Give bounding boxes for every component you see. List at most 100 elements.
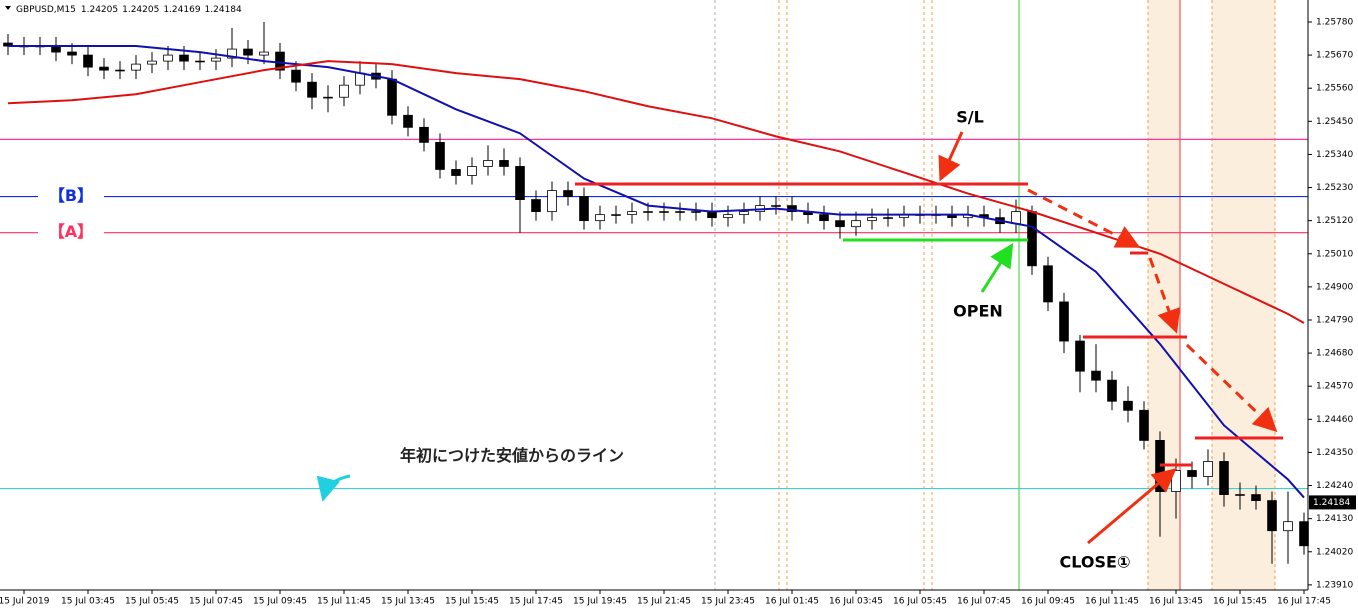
y-tick-label: 1.25340 [1316, 150, 1353, 160]
level-label: 【A】 [49, 222, 93, 241]
line-arrow [316, 474, 351, 502]
candle-body [595, 214, 605, 222]
candle-body [771, 205, 781, 207]
candle-body [131, 63, 141, 71]
x-tick-label: 15 Jul 2019 [0, 597, 50, 607]
moving-averages [7, 45, 1305, 499]
y-tick-label: 1.25230 [1316, 183, 1353, 193]
candle-body [1187, 470, 1197, 477]
candle-body [1219, 461, 1229, 495]
candle-body [179, 54, 189, 62]
x-tick-label: 16 Jul 07:45 [957, 597, 1011, 607]
candles [3, 21, 1309, 564]
candle-body [1139, 409, 1149, 441]
candle-body [1235, 494, 1245, 496]
trail-arrow [1148, 257, 1181, 334]
close-arrow [1087, 468, 1177, 545]
moving-average [7, 60, 1305, 324]
level-label: 【B】 [49, 186, 93, 205]
candle-body [1171, 470, 1181, 492]
candle-body [1123, 400, 1133, 411]
y-tick-label: 1.24350 [1316, 448, 1353, 458]
candle-body [851, 220, 861, 228]
candle-body [883, 217, 893, 219]
header-open: 1.24205 [81, 5, 118, 15]
x-tick-label: 15 Jul 03:45 [61, 597, 115, 607]
candle-body [467, 166, 477, 176]
y-tick-label: 1.24020 [1316, 547, 1353, 557]
x-tick-label: 16 Jul 01:45 [765, 597, 819, 607]
sl-label: S/L [956, 108, 984, 127]
candle-body [819, 214, 829, 222]
x-tick-label: 15 Jul 13:45 [381, 597, 435, 607]
x-tick-label: 15 Jul 23:45 [701, 597, 755, 607]
x-tick-label: 16 Jul 05:45 [893, 597, 947, 607]
y-tick-label: 1.24570 [1316, 382, 1353, 392]
candle-body [1283, 521, 1293, 532]
candle-body [227, 48, 237, 59]
candle-body [211, 57, 221, 62]
x-tick-label: 15 Jul 05:45 [125, 597, 179, 607]
candle-body [835, 220, 845, 228]
menu-icon[interactable] [5, 6, 11, 10]
levels: 【B】【A】年初につけた安値からのライン [0, 138, 1308, 490]
candle-body [387, 78, 397, 116]
symbol: GBPUSD,M15 [16, 5, 76, 15]
candle-body [579, 196, 589, 222]
candle-body [515, 166, 525, 200]
y-tick-label: 1.24900 [1316, 282, 1353, 292]
y-tick-label: 1.24790 [1316, 315, 1353, 325]
candle-body [1027, 211, 1037, 267]
session-shade [1212, 0, 1275, 590]
price-tag-label: 1.24184 [1313, 498, 1350, 508]
candle-body [195, 60, 205, 63]
x-tick-label: 15 Jul 21:45 [637, 597, 691, 607]
candle-body [355, 72, 365, 86]
vertical-lines [714, 0, 1276, 590]
candle-body [739, 211, 749, 216]
candle-body [307, 81, 317, 98]
y-tick-label: 1.25780 [1316, 17, 1353, 27]
label-bg [38, 222, 104, 243]
y-tick-label: 1.25010 [1316, 249, 1353, 259]
y-tick-label: 1.25560 [1316, 84, 1353, 94]
candle-body [83, 54, 93, 68]
x-tick-label: 15 Jul 07:45 [189, 597, 243, 607]
y-tick-label: 1.25670 [1316, 51, 1353, 61]
candle-body [531, 199, 541, 213]
candle-body [1043, 265, 1053, 303]
level-label: 年初につけた安値からのライン [400, 446, 624, 465]
x-tick-label: 15 Jul 09:45 [253, 597, 307, 607]
y-tick-label: 1.24130 [1316, 514, 1353, 524]
candle-body [291, 69, 301, 83]
trail-arrow [1185, 343, 1278, 433]
header-high: 1.24205 [122, 5, 159, 15]
candle-body [339, 84, 349, 98]
annotation-shapes [316, 131, 1283, 545]
x-tick-label: 16 Jul 13:45 [1149, 597, 1203, 607]
open-arrow [980, 242, 1014, 293]
candle-body [1251, 494, 1261, 501]
x-tick-label: 15 Jul 17:45 [509, 597, 563, 607]
candle-body [1011, 211, 1021, 225]
candle-body [451, 169, 461, 176]
y-tick-label: 1.23910 [1316, 580, 1353, 590]
candle-body [147, 60, 157, 65]
candle-body [1299, 521, 1309, 547]
candle-body [323, 96, 333, 99]
x-tick-label: 15 Jul 15:45 [445, 597, 499, 607]
y-tick-label: 1.25450 [1316, 117, 1353, 127]
y-tick-label: 1.25120 [1316, 216, 1353, 226]
candle-body [787, 205, 797, 213]
header-close: 1.24184 [205, 5, 242, 15]
candle-body [1075, 340, 1085, 372]
x-tick-label: 16 Jul 03:45 [829, 597, 883, 607]
candle-body [99, 66, 109, 71]
candle-body [1203, 461, 1213, 477]
candle-body [867, 217, 877, 222]
candle-body [67, 51, 77, 56]
candle-body [275, 51, 285, 71]
candle-body [1059, 301, 1069, 342]
x-tick-label: 16 Jul 09:45 [1021, 597, 1075, 607]
close-label: CLOSE① [1060, 553, 1131, 572]
